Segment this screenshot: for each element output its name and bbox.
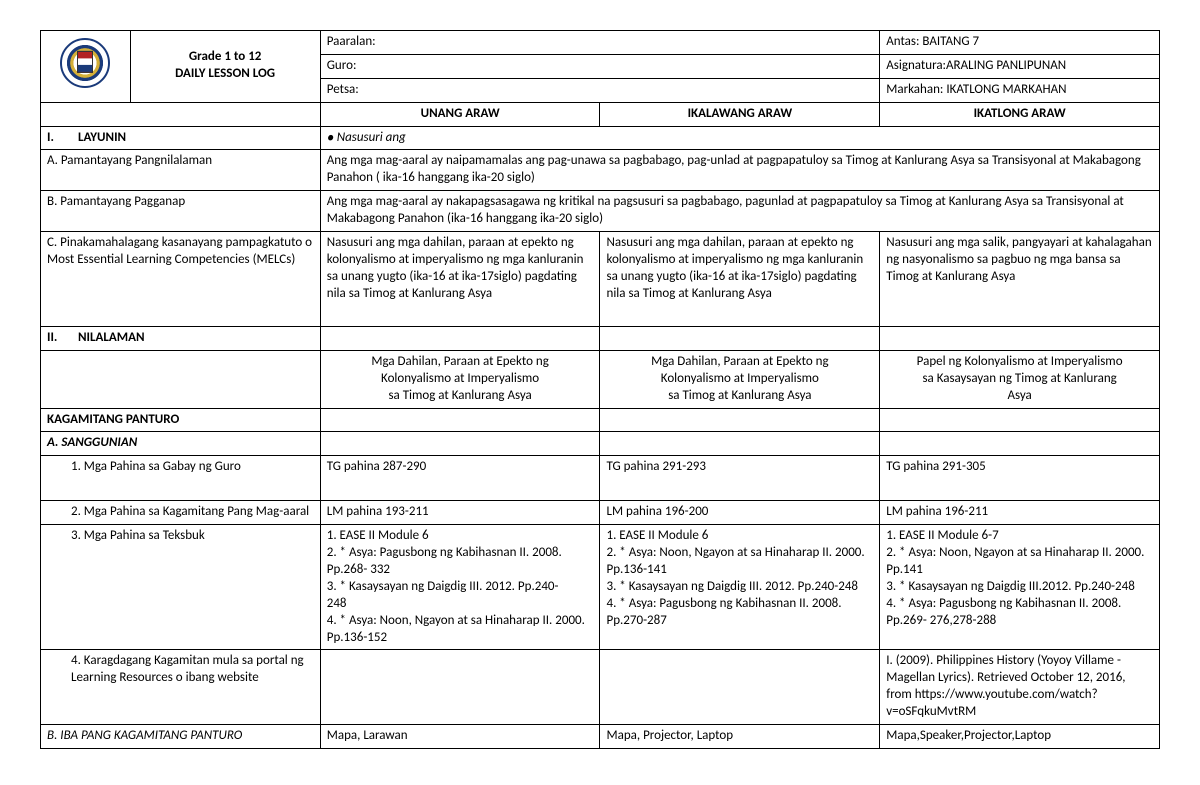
iba-label: B. IBA PANG KAGAMITANG PANTURO [41,725,321,749]
iba-row: B. IBA PANG KAGAMITANG PANTURO Mapa, Lar… [41,725,1160,749]
layunin-label: I. LAYUNIN [41,126,321,150]
rowA: A. Pamantayang Pangnilalaman Ang mga mag… [41,150,1160,191]
rowB: B. Pamantayang Pagganap Ang mga mag-aara… [41,191,1160,232]
r1-label: 1. Mga Pahina sa Gabay ng Guro [41,456,321,501]
nilalaman-content-row: Mga Dahilan, Paraan at Epekto ng Kolonya… [41,350,1160,408]
r2-c3: LM pahina 196-211 [880,501,1160,525]
kagamitang-label: KAGAMITANG PANTURO [41,408,321,432]
title-line2: DAILY LESSON LOG [137,66,314,83]
nilalaman-c2: Mga Dahilan, Paraan at Epekto ng Kolonya… [600,350,880,408]
rowB-content: Ang mga mag-aaral ay nakapagsasagawa ng … [320,191,1159,232]
r3-c2: 1. EASE II Module 6 2. * Asya: Noon, Nga… [600,525,880,650]
logo-cell [41,31,131,103]
r1: 1. Mga Pahina sa Gabay ng Guro TG pahina… [41,456,1160,501]
r2-c1: LM pahina 193-211 [320,501,600,525]
deped-logo [60,38,110,88]
r3-c3: 1. EASE II Module 6-7 2. * Asya: Noon, N… [880,525,1160,650]
nilalaman-c1: Mga Dahilan, Paraan at Epekto ng Kolonya… [320,350,600,408]
iba-c3: Mapa,Speaker,Projector,Laptop [880,725,1160,749]
nilalaman-head-row: II. NILALAMAN [41,327,1160,351]
guro-label: Guro: [320,54,880,78]
r3-label: 3. Mga Pahina sa Teksbuk [41,525,321,650]
rowC-label: C. Pinakamahalagang kasanayang pampagkat… [41,232,321,327]
rowA-label: A. Pamantayang Pangnilalaman [41,150,321,191]
rowA-content: Ang mga mag-aaral ay naipamamalas ang pa… [320,150,1159,191]
nilalaman-label: II. NILALAMAN [41,327,321,351]
rowB-label: B. Pamantayang Pagganap [41,191,321,232]
iba-c1: Mapa, Larawan [320,725,600,749]
r4: 4. Karagdagang Kagamitan mula sa portal … [41,650,1160,725]
r3-c1: 1. EASE II Module 6 2. * Asya: Pagusbong… [320,525,600,650]
lesson-log-table: Grade 1 to 12 DAILY LESSON LOG Paaralan:… [40,30,1160,749]
day3-header: IKATLONG ARAW [880,102,1160,126]
r1-c2: TG pahina 291-293 [600,456,880,501]
markahan-label: Markahan: IKATLONG MARKAHAN [880,78,1160,102]
r4-c3: I. (2009). Philippines History (Yoyoy Vi… [880,650,1160,725]
day1-header: UNANG ARAW [320,102,600,126]
rowC: C. Pinakamahalagang kasanayang pampagkat… [41,232,1160,327]
r1-c1: TG pahina 287-290 [320,456,600,501]
sanggunian-row: A. SANGGUNIAN [41,432,1160,456]
header-row-1: Grade 1 to 12 DAILY LESSON LOG Paaralan:… [41,31,1160,55]
rowC-c2: Nasusuri ang mga dahilan, paraan at epek… [600,232,880,327]
nilalaman-c3: Papel ng Kolonyalismo at Imperyalismo sa… [880,350,1160,408]
antas-label: Antas: BAITANG 7 [880,31,1160,55]
layunin-row: I. LAYUNIN Nasusuri ang [41,126,1160,150]
kagamitang-row: KAGAMITANG PANTURO [41,408,1160,432]
rowC-c1: Nasusuri ang mga dahilan, paraan at epek… [320,232,600,327]
r2: 2. Mga Pahina sa Kagamitang Pang Mag-aar… [41,501,1160,525]
r2-c2: LM pahina 196-200 [600,501,880,525]
layunin-bullet: Nasusuri ang [320,126,1159,150]
paaralan-label: Paaralan: [320,31,880,55]
rowC-c3: Nasusuri ang mga salik, pangyayari at ka… [880,232,1160,327]
r2-label: 2. Mga Pahina sa Kagamitang Pang Mag-aar… [41,501,321,525]
petsa-label: Petsa: [320,78,880,102]
day2-header: IKALAWANG ARAW [600,102,880,126]
r4-label: 4. Karagdagang Kagamitan mula sa portal … [41,650,321,725]
days-row: UNANG ARAW IKALAWANG ARAW IKATLONG ARAW [41,102,1160,126]
title-block: Grade 1 to 12 DAILY LESSON LOG [130,31,320,103]
r3: 3. Mga Pahina sa Teksbuk 1. EASE II Modu… [41,525,1160,650]
iba-c2: Mapa, Projector, Laptop [600,725,880,749]
sanggunian-label: A. SANGGUNIAN [41,432,321,456]
title-line1: Grade 1 to 12 [137,49,314,66]
r1-c3: TG pahina 291-305 [880,456,1160,501]
asignatura-label: Asignatura:ARALING PANLIPUNAN [880,54,1160,78]
